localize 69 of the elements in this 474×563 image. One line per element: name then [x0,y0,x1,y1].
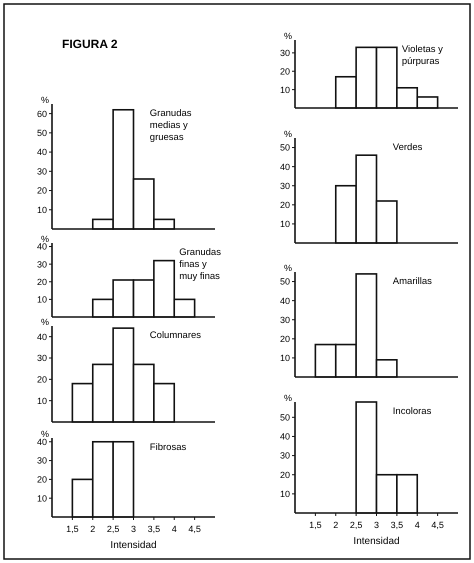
y-tick-label: 30 [36,259,47,270]
text: FIGURA 2 [62,37,118,51]
y-axis-title: % [40,234,49,244]
x-tick-label: 2 [333,520,338,530]
y-tick-label: 50 [280,142,290,153]
y-tick-label: 10 [280,353,290,364]
y-tick-label: 40 [280,296,290,306]
y-tick-label: 40 [36,147,47,158]
x-axis-title: Intensidad [353,536,400,547]
y-tick-label: 40 [36,242,47,252]
y-tick-label: 60 [36,108,47,119]
y-tick-label: 40 [36,436,47,447]
y-tick-label: 30 [280,314,290,325]
x-tick-label: 3 [130,524,136,534]
y-axis-title: % [40,95,49,105]
y-tick-label: 10 [280,84,290,95]
x-tick-label: 3,5 [390,520,404,530]
y-axis-title: % [40,317,49,327]
text: Granudas finas y muy finas [179,247,222,282]
y-tick-label: 40 [280,162,290,172]
x-tick-label: 3 [374,520,380,530]
y-tick-label: 20 [36,374,47,384]
x-tick-label: 4,5 [431,520,444,530]
y-tick-label: 50 [280,412,290,422]
y-tick-label: 20 [36,474,47,485]
y-axis-title: % [284,129,292,139]
y-tick-label: 20 [36,276,47,287]
y-tick-label: 20 [280,334,290,344]
y-tick-label: 10 [280,489,290,500]
y-tick-label: 30 [36,166,47,176]
y-axis-title: % [284,393,292,403]
x-tick-label: 2,5 [106,524,120,534]
y-tick-label: 40 [280,432,290,442]
y-tick-label: 20 [36,186,47,196]
y-tick-label: 10 [280,219,290,230]
x-axis-title: Intensidad [110,540,157,551]
y-tick-label: 10 [36,396,47,406]
y-tick-label: 50 [280,276,290,287]
y-tick-label: 30 [280,48,290,58]
y-tick-label: 10 [36,204,47,215]
y-tick-label: 30 [280,180,290,191]
y-tick-label: 10 [36,294,47,305]
text: Violetas y púrpuras [402,44,444,67]
text: Fibrosas [150,442,186,453]
x-tick-label: 2 [90,524,96,534]
x-tick-label: 3,5 [148,524,160,534]
y-tick-label: 40 [36,332,47,342]
x-tick-label: 1,5 [66,524,79,534]
text: Columnares [150,330,202,341]
y-axis-title: % [284,263,292,273]
y-tick-label: 10 [36,493,47,504]
y-tick-label: 30 [280,450,290,461]
x-tick-label: 4 [414,520,420,530]
x-tick-label: 1,5 [309,520,322,530]
y-axis-title: % [284,31,292,41]
y-tick-label: 50 [36,128,47,138]
x-tick-label: 2,5 [350,520,362,530]
y-axis-title: % [40,429,49,439]
y-tick-label: 30 [36,353,47,364]
text: Verdes [392,142,423,153]
chart-title: Incoloras [392,406,432,417]
x-tick-label: 4,5 [188,524,201,534]
text: Amarillas [392,276,432,287]
y-tick-label: 20 [280,470,290,480]
y-tick-label: 30 [36,456,47,466]
text: Granudas medias y gruesas [150,108,192,143]
x-tick-label: 4 [172,524,177,534]
y-tick-label: 20 [280,66,290,76]
y-tick-label: 20 [280,200,290,210]
